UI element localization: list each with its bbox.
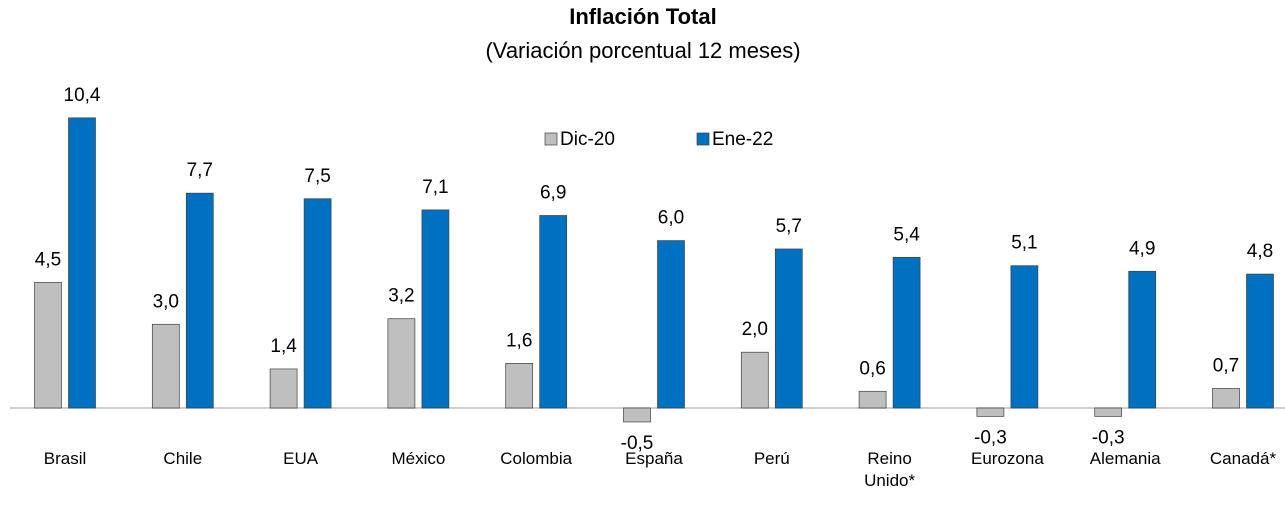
value-label: -0,5 <box>621 433 654 454</box>
bar <box>623 407 651 423</box>
bar <box>34 282 62 409</box>
x-tick-label: Perú <box>753 449 790 468</box>
value-label: 2,0 <box>742 319 768 340</box>
legend-label: Dic-20 <box>560 129 615 150</box>
x-tick-label: Colombia <box>500 449 573 468</box>
bar <box>657 240 685 409</box>
value-label: 7,7 <box>187 160 213 181</box>
bar <box>976 407 1005 417</box>
value-label: 4,9 <box>1129 238 1155 259</box>
value-label: 1,4 <box>270 336 297 357</box>
x-tick-label: Chile <box>163 449 203 468</box>
bar <box>387 318 416 409</box>
value-label: 0,7 <box>1213 355 1239 376</box>
value-label: 7,5 <box>304 166 330 187</box>
x-tick-label: Brasil <box>43 449 87 468</box>
value-label: 6,9 <box>540 183 566 204</box>
value-label: 0,6 <box>859 358 885 379</box>
legend-swatch <box>544 132 558 146</box>
bar <box>1010 265 1039 409</box>
x-tick-label: EUA <box>283 449 319 468</box>
bar <box>1212 388 1240 409</box>
bar <box>774 248 803 409</box>
value-label: -0,3 <box>974 427 1007 448</box>
value-label: 5,4 <box>893 224 920 245</box>
bar <box>539 215 568 409</box>
bar <box>185 192 214 409</box>
bar <box>1128 270 1157 409</box>
bar <box>1094 407 1123 417</box>
bar <box>505 363 534 409</box>
bar <box>151 323 180 409</box>
x-tick-label: Canadá* <box>1209 449 1277 468</box>
bar <box>269 368 298 409</box>
value-label: 10,4 <box>64 85 101 106</box>
value-label: 1,6 <box>506 330 532 351</box>
bar <box>1246 273 1274 409</box>
value-label: 5,1 <box>1011 233 1037 254</box>
bar <box>303 198 332 409</box>
legend-label: Ene-22 <box>712 129 773 150</box>
value-label: 5,7 <box>776 216 802 237</box>
value-label: 4,5 <box>35 249 61 270</box>
value-label: 4,8 <box>1247 241 1273 262</box>
bar <box>892 256 921 409</box>
x-tick-label: México <box>391 449 446 468</box>
value-label: 3,2 <box>388 286 414 307</box>
chart-title: Inflación Total <box>569 4 716 29</box>
bar <box>858 390 887 409</box>
bar <box>68 117 96 409</box>
x-tick-label: Alemania <box>1089 449 1161 468</box>
x-tick-label: Reino Unido* <box>864 449 916 490</box>
bar <box>740 351 769 409</box>
x-tick-label: España <box>625 449 683 468</box>
value-label: 6,0 <box>658 208 684 229</box>
value-label: 7,1 <box>422 177 448 198</box>
value-label: -0,3 <box>1092 427 1125 448</box>
chart-subtitle: (Variación porcentual 12 meses) <box>485 38 800 63</box>
bar <box>421 209 450 409</box>
legend-swatch <box>696 132 710 146</box>
value-label: 3,0 <box>153 291 179 312</box>
x-tick-label: Eurozona <box>971 449 1044 468</box>
